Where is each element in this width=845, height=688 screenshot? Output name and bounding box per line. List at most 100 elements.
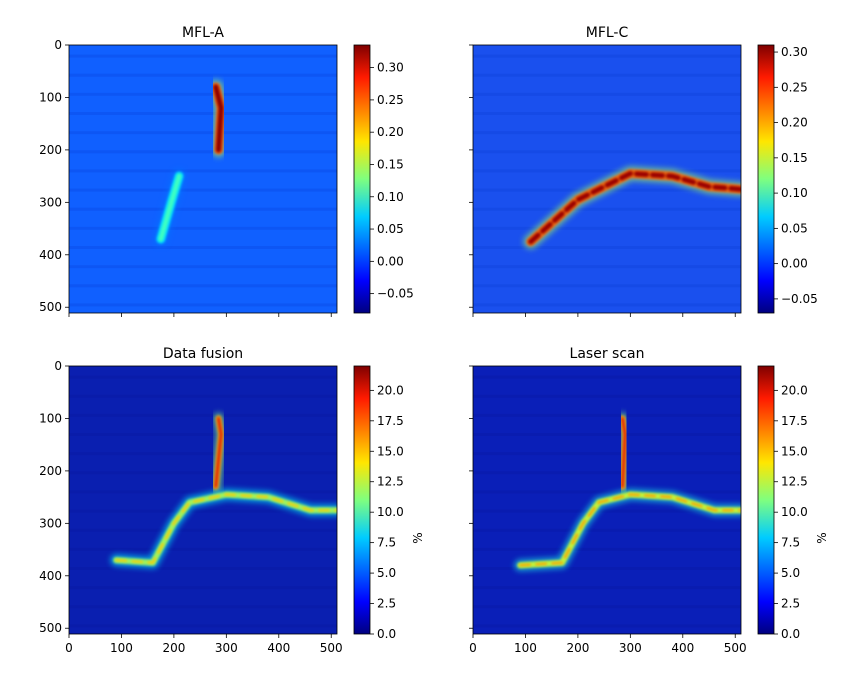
heatmap-streak <box>69 265 337 269</box>
feature-core <box>158 173 182 242</box>
panel-1: MFL-C 0.30 0.25 0.20 0.15 0.10 0.05 0.00 −0.05 <box>469 25 818 317</box>
heatmap-streak <box>473 375 741 379</box>
heatmap-streak <box>69 169 337 173</box>
heatmap-streak <box>473 624 741 628</box>
heatmap-streak <box>473 433 741 436</box>
feature-core <box>621 417 627 488</box>
axes-frame <box>472 365 742 635</box>
heatmap-streak <box>473 471 741 475</box>
heatmap-streak <box>473 490 741 494</box>
heatmap-streak <box>69 375 337 379</box>
heatmap-streak <box>473 394 741 398</box>
colorbar-tick-label: 0.25 <box>781 80 808 94</box>
heatmap-streak <box>473 547 741 551</box>
heatmap-streak <box>69 413 337 417</box>
y-tick-label: 500 <box>39 621 62 635</box>
colorbar-tick-label: 10.0 <box>781 505 808 519</box>
colorbar-tick-label: 15.0 <box>781 444 808 458</box>
x-tick-label: 400 <box>671 641 694 655</box>
heatmap-streak <box>69 150 337 154</box>
heatmap-image <box>473 366 741 634</box>
colorbar-tick-label: 0.30 <box>781 45 808 59</box>
colorbar-tick-label: 7.5 <box>377 536 396 550</box>
heatmap-streak <box>69 131 337 135</box>
colorbar-tick-label: 10.0 <box>377 505 404 519</box>
colorbar-tick-label: 20.0 <box>781 383 808 397</box>
colorbar-tick-label: 5.0 <box>781 566 800 580</box>
colorbar-tick-label: 2.5 <box>377 597 396 611</box>
heatmap-streak <box>473 73 741 77</box>
heatmap-streak <box>69 624 337 628</box>
colorbar-tick-label: 0.0 <box>781 627 800 641</box>
y-tick-label: 300 <box>39 516 62 530</box>
axes-frame <box>472 44 742 314</box>
heatmap-streak <box>69 207 337 211</box>
colorbar-tick-label: 0.0 <box>377 627 396 641</box>
colorbar-tick-label: −0.05 <box>781 292 818 306</box>
heatmap-streak <box>69 433 337 436</box>
feature-core <box>213 84 224 153</box>
colorbar-tick-label: 5.0 <box>377 566 396 580</box>
x-tick-label: 300 <box>619 641 642 655</box>
heatmap-streak <box>473 150 741 154</box>
heatmap-streak <box>473 265 741 269</box>
heatmap-streak <box>473 509 741 513</box>
y-tick-label: 400 <box>39 248 62 262</box>
x-tick-label: 100 <box>110 641 133 655</box>
heatmap-streak <box>473 226 741 230</box>
heatmap-streak <box>69 547 337 551</box>
heatmap-streak <box>473 207 741 211</box>
panel-title: MFL-C <box>586 25 629 41</box>
heatmap-image <box>69 366 337 634</box>
colorbar-tick-label: 0.20 <box>781 116 808 130</box>
heatmap-streak <box>69 226 337 230</box>
heatmap-streak <box>473 303 741 307</box>
x-tick-label: 300 <box>215 641 238 655</box>
heatmap-streak <box>473 131 741 135</box>
x-tick-label: 0 <box>469 641 477 655</box>
x-tick-label: 100 <box>514 641 537 655</box>
colorbar-tick-label: 0.05 <box>377 222 404 236</box>
colorbar <box>353 365 371 635</box>
colorbar-tick-label: 12.5 <box>377 475 404 489</box>
heatmap-streak <box>69 188 337 192</box>
heatmap-streak <box>69 112 337 115</box>
heatmap-streak <box>473 246 741 249</box>
heatmap-streak <box>69 528 337 532</box>
y-tick-label: 0 <box>54 38 62 52</box>
y-tick-label: 400 <box>39 569 62 583</box>
heatmap-streak <box>69 605 337 609</box>
colorbar-tick-label: 0.10 <box>377 190 404 204</box>
x-tick-label: 0 <box>65 641 73 655</box>
heatmap-streak <box>69 509 337 513</box>
y-tick-label: 0 <box>54 359 62 373</box>
heatmap-streak <box>473 54 741 58</box>
heatmap-streak <box>473 452 741 456</box>
heatmap-streak <box>69 394 337 398</box>
colorbar-label: % <box>815 532 829 543</box>
colorbar-tick-label: 17.5 <box>781 414 808 428</box>
colorbar <box>353 44 371 314</box>
colorbar-tick-label: 0.30 <box>377 61 404 75</box>
x-tick-label: 400 <box>267 641 290 655</box>
panel-title: MFL-A <box>182 25 224 41</box>
heatmap-streak <box>69 586 337 590</box>
heatmap-streak <box>69 92 337 96</box>
heatmap-streak <box>69 452 337 456</box>
y-tick-label: 200 <box>39 464 62 478</box>
colorbar-tick-label: 0.15 <box>781 151 808 165</box>
panels-layer: MFL-A 0 100 200 300 400 500 0.30 0.25 0.20 0.15 0.1… <box>39 25 829 655</box>
colorbar <box>757 44 775 314</box>
heatmap-streak <box>473 528 741 532</box>
colorbar-tick-label: 2.5 <box>781 597 800 611</box>
feature-core <box>214 417 223 488</box>
heatmap-streak <box>69 567 337 570</box>
x-tick-label: 200 <box>162 641 185 655</box>
heatmap-streak <box>69 284 337 288</box>
heatmap-streak <box>473 284 741 288</box>
colorbar <box>757 365 775 635</box>
colorbar-tick-label: 12.5 <box>781 475 808 489</box>
heatmap-streak <box>473 413 741 417</box>
